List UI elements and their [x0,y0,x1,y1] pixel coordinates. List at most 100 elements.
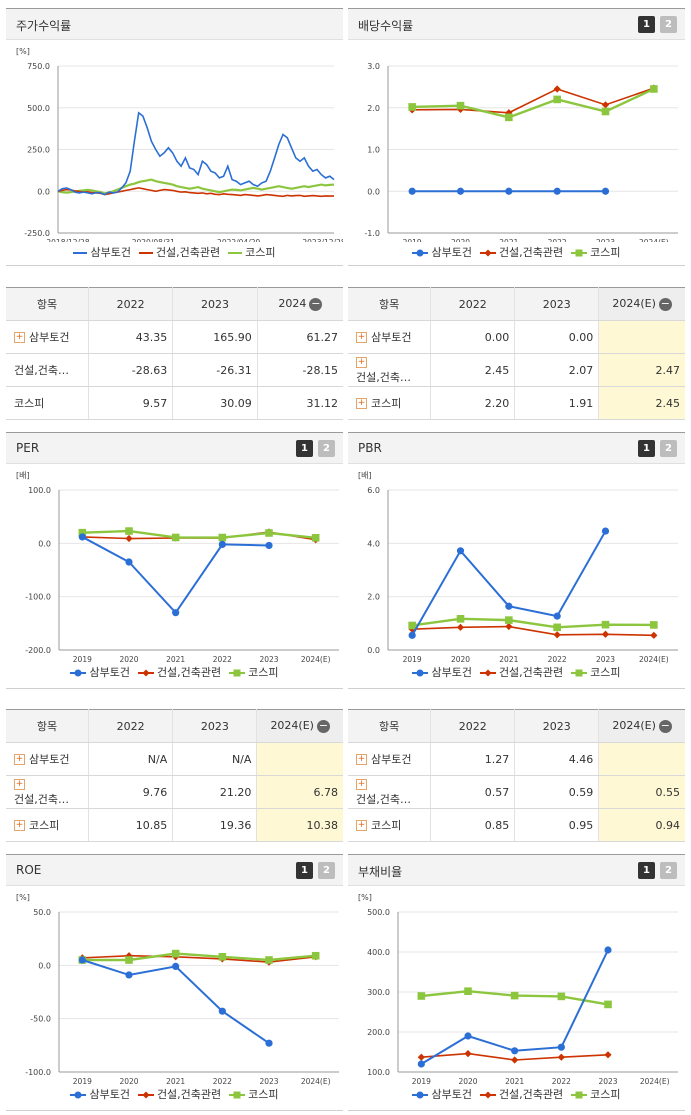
expand-icon[interactable]: + [356,397,367,409]
data-point-kospi[interactable] [650,621,658,629]
data-point-sambu[interactable] [604,946,612,954]
legend-item-kospi[interactable]: 코스피 [571,1088,621,1101]
data-point-sambu[interactable] [553,612,561,620]
data-point-kospi[interactable] [171,533,180,542]
legend-item-industry[interactable]: 건설,건축관련 [479,666,563,679]
data-point-kospi[interactable] [125,527,133,535]
data-point-industry[interactable] [125,534,133,543]
data-point-kospi[interactable] [218,953,227,961]
data-point-sambu[interactable] [125,971,133,979]
row-label-cell[interactable]: 건설,건축… [6,353,89,387]
collapse-icon[interactable]: − [658,296,672,311]
expand-icon[interactable]: + [14,779,25,790]
expand-icon[interactable]: + [14,819,25,831]
legend-item-kospi[interactable]: 코스피 [229,666,279,679]
data-point-kospi[interactable] [505,616,513,624]
data-point-kospi[interactable] [408,621,416,630]
data-point-industry[interactable] [417,1053,425,1061]
data-point-kospi[interactable] [553,623,561,632]
page-1-button[interactable]: 1 [638,440,655,457]
data-point-kospi[interactable] [553,95,561,104]
row-label-cell[interactable]: + 삼부토건 [348,742,431,776]
data-point-sambu[interactable] [265,541,273,550]
row-label-cell[interactable]: + 삼부토건 [6,320,89,354]
page-2-button[interactable]: 2 [660,440,677,457]
legend-item-sambu[interactable]: 삼부토건 [412,666,472,679]
data-point-sambu[interactable] [408,187,416,195]
legend-item-sambu[interactable]: 삼부토건 [73,246,131,259]
data-point-kospi[interactable] [171,949,180,958]
data-point-sambu[interactable] [456,187,465,195]
data-point-kospi[interactable] [311,951,320,960]
data-point-industry[interactable] [601,630,610,638]
data-point-sambu[interactable] [172,962,180,970]
legend-item-industry[interactable]: 건설,건축관련 [137,1088,221,1101]
page-1-button[interactable]: 1 [638,862,655,879]
legend-item-industry[interactable]: 건설,건축관련 [138,246,220,259]
data-point-sambu[interactable] [78,956,86,964]
row-label-cell[interactable]: + 건설,건축… [348,353,431,387]
legend-item-sambu[interactable]: 삼부토건 [70,1088,130,1101]
data-point-kospi[interactable] [456,615,465,623]
row-label-cell[interactable]: + 삼부토건 [348,320,431,354]
row-label-cell[interactable]: + 건설,건축… [6,775,89,809]
page-1-button[interactable]: 1 [638,16,655,33]
data-point-sambu[interactable] [172,609,180,617]
data-point-kospi[interactable] [510,991,519,1000]
expand-icon[interactable]: + [356,753,367,765]
legend-item-kospi[interactable]: 코스피 [229,1088,279,1101]
data-point-sambu[interactable] [553,187,561,195]
data-point-industry[interactable] [511,1056,519,1064]
data-point-sambu[interactable] [417,1060,425,1068]
collapse-icon[interactable]: − [316,718,330,733]
data-point-sambu[interactable] [511,1047,519,1055]
expand-icon[interactable]: + [356,819,367,831]
data-point-sambu[interactable] [505,602,513,610]
data-point-industry[interactable] [650,631,658,639]
data-point-industry[interactable] [456,623,465,631]
data-point-kospi[interactable] [408,103,416,111]
page-2-button[interactable]: 2 [318,440,335,457]
data-point-kospi[interactable] [125,956,133,964]
legend-item-sambu[interactable]: 삼부토건 [412,246,472,259]
expand-icon[interactable]: + [356,331,367,343]
collapse-icon[interactable]: − [658,718,672,733]
data-point-kospi[interactable] [417,992,426,1000]
page-2-button[interactable]: 2 [660,16,677,33]
row-label-cell[interactable]: + 코스피 [348,808,431,842]
data-point-sambu[interactable] [265,1039,273,1047]
legend-item-kospi[interactable]: 코스피 [571,246,621,259]
legend-item-kospi[interactable]: 코스피 [228,246,276,259]
page-1-button[interactable]: 1 [296,440,313,457]
data-point-sambu[interactable] [218,1007,226,1015]
legend-item-industry[interactable]: 건설,건축관련 [137,666,221,679]
data-point-kospi[interactable] [557,992,566,1001]
data-point-industry[interactable] [505,622,513,631]
row-label-cell[interactable]: + 코스피 [6,808,89,842]
data-point-kospi[interactable] [265,529,273,537]
data-point-kospi[interactable] [505,113,513,122]
data-point-sambu[interactable] [601,187,610,195]
row-label-cell[interactable]: 코스피 [6,386,89,420]
expand-icon[interactable]: + [356,357,367,368]
data-point-kospi[interactable] [456,101,465,110]
page-2-button[interactable]: 2 [660,862,677,879]
data-point-industry[interactable] [557,1053,565,1061]
legend-item-sambu[interactable]: 삼부토건 [412,1088,472,1101]
expand-icon[interactable]: + [14,331,25,343]
data-point-industry[interactable] [601,101,610,109]
data-point-industry[interactable] [553,85,561,93]
data-point-kospi[interactable] [218,533,227,542]
data-point-sambu[interactable] [505,187,513,195]
data-point-kospi[interactable] [601,107,610,116]
data-point-sambu[interactable] [125,558,133,566]
data-point-kospi[interactable] [311,533,320,542]
legend-item-industry[interactable]: 건설,건축관련 [479,1088,563,1101]
data-point-sambu[interactable] [408,631,416,639]
legend-item-kospi[interactable]: 코스피 [571,666,621,679]
data-point-sambu[interactable] [557,1043,565,1051]
data-point-kospi[interactable] [78,528,87,537]
data-point-sambu[interactable] [218,540,226,548]
row-label-cell[interactable]: + 코스피 [348,386,431,420]
legend-item-sambu[interactable]: 삼부토건 [70,666,130,679]
